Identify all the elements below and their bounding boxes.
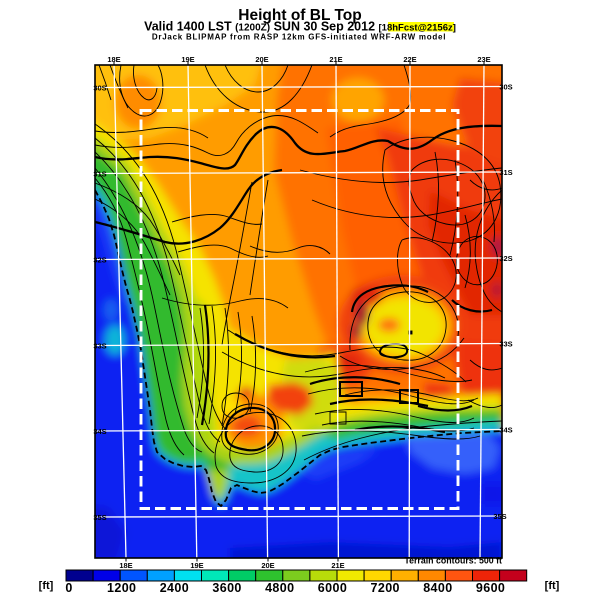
svg-text:30S: 30S: [93, 84, 106, 93]
svg-text:19E: 19E: [190, 561, 203, 570]
svg-text:32S: 32S: [499, 254, 512, 263]
svg-text:8400: 8400: [423, 581, 452, 595]
svg-text:18E: 18E: [107, 55, 120, 64]
svg-text:35S: 35S: [493, 512, 506, 521]
svg-text:[ft]: [ft]: [545, 580, 560, 592]
svg-text:18E: 18E: [119, 561, 132, 570]
svg-text:20E: 20E: [261, 561, 274, 570]
svg-text:35S: 35S: [93, 513, 106, 522]
svg-text:DrJack BLIPMAP from RASP 12km: DrJack BLIPMAP from RASP 12km GFS-initia…: [152, 33, 446, 42]
svg-text:1200: 1200: [107, 581, 136, 595]
svg-text:Height of BL Top: Height of BL Top: [238, 7, 361, 24]
svg-text:7200: 7200: [370, 581, 399, 595]
svg-text:21E: 21E: [331, 561, 344, 570]
svg-text:19E: 19E: [181, 55, 194, 64]
svg-text:Valid 1400 LST (1200Z) SUN 30: Valid 1400 LST (1200Z) SUN 30 Sep 2012 […: [144, 20, 456, 34]
svg-text:22E: 22E: [403, 55, 416, 64]
svg-text:30S: 30S: [499, 83, 512, 92]
svg-text:Terrain contours: 500 ft: Terrain contours: 500 ft: [404, 556, 502, 566]
svg-text:32S: 32S: [93, 256, 106, 265]
svg-text:6000: 6000: [318, 581, 347, 595]
svg-text:33S: 33S: [93, 342, 106, 351]
svg-text:33S: 33S: [499, 340, 512, 349]
svg-text:0: 0: [65, 581, 72, 595]
svg-text:20E: 20E: [255, 55, 268, 64]
svg-text:34S: 34S: [93, 427, 106, 436]
svg-text:21E: 21E: [329, 55, 342, 64]
svg-text:3600: 3600: [212, 581, 241, 595]
svg-text:9600: 9600: [476, 581, 505, 595]
svg-text:31S: 31S: [93, 170, 106, 179]
svg-text:4800: 4800: [265, 581, 294, 595]
svg-text:2400: 2400: [160, 581, 189, 595]
svg-text:34S: 34S: [499, 426, 512, 435]
svg-text:[ft]: [ft]: [39, 580, 54, 592]
svg-text:23E: 23E: [477, 55, 490, 64]
svg-text:31S: 31S: [499, 168, 512, 177]
